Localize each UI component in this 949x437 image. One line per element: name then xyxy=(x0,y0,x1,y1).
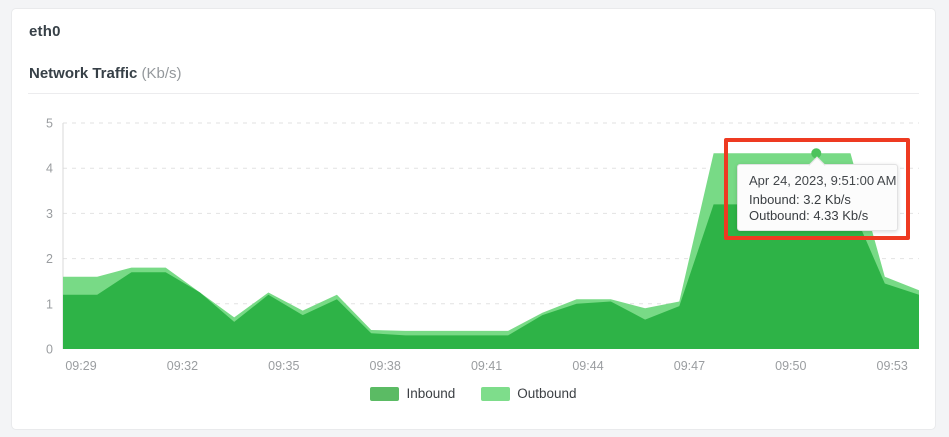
x-axis-label: 09:53 xyxy=(877,359,908,373)
outbound-legend-label: Outbound xyxy=(517,386,577,401)
y-axis-label: 0 xyxy=(46,343,53,357)
inbound-legend-label: Inbound xyxy=(406,386,456,401)
x-axis-label: 09:35 xyxy=(268,359,299,373)
tooltip-outbound-line: Outbound: 4.33 Kb/s xyxy=(749,208,869,223)
x-axis-label: 09:32 xyxy=(167,359,198,373)
x-axis-label: 09:41 xyxy=(471,359,502,373)
interface-name: eth0 xyxy=(29,23,61,40)
y-axis-label: 3 xyxy=(46,207,53,221)
outbound-legend-swatch xyxy=(481,386,511,401)
x-axis-label: 09:29 xyxy=(65,359,96,373)
chart-title-unit: (Kb/s) xyxy=(141,65,182,82)
y-axis-label: 1 xyxy=(46,297,53,311)
x-axis-label: 09:50 xyxy=(775,359,806,373)
x-axis-label: 09:38 xyxy=(370,359,401,373)
legend-item-inbound[interactable]: Inbound xyxy=(370,386,455,401)
traffic-chart[interactable]: 0 1 2 3 4 5 09:29 09:32 09:35 09:38 09:41 09:44 09:4… xyxy=(12,9,937,431)
inbound-area[interactable] xyxy=(63,204,919,349)
chart-tooltip: Apr 24, 2023, 9:51:00 AM Inbound: 3.2 Kb… xyxy=(737,164,898,231)
legend-item-outbound[interactable]: Outbound xyxy=(481,386,577,401)
tooltip-inbound-line: Inbound: 3.2 Kb/s xyxy=(749,192,851,207)
x-axis-label: 09:47 xyxy=(674,359,705,373)
y-axis-label: 4 xyxy=(46,162,53,176)
y-axis-label: 2 xyxy=(46,252,53,266)
y-axis-label: 5 xyxy=(46,117,53,131)
chart-title-text: Network Traffic xyxy=(29,65,138,82)
chart-legend: Inbound Outbound xyxy=(12,386,935,401)
inbound-legend-swatch xyxy=(370,386,400,401)
tooltip-timestamp: Apr 24, 2023, 9:51:00 AM xyxy=(749,173,897,188)
x-axis-label: 09:44 xyxy=(572,359,603,373)
chart-title: Network Traffic (Kb/s) xyxy=(29,65,182,82)
divider xyxy=(28,93,919,94)
interface-card: eth0 Network Traffic (Kb/s) 0 1 2 3 4 5 09:29 0… xyxy=(11,8,936,430)
active-point-dot[interactable] xyxy=(811,148,822,159)
